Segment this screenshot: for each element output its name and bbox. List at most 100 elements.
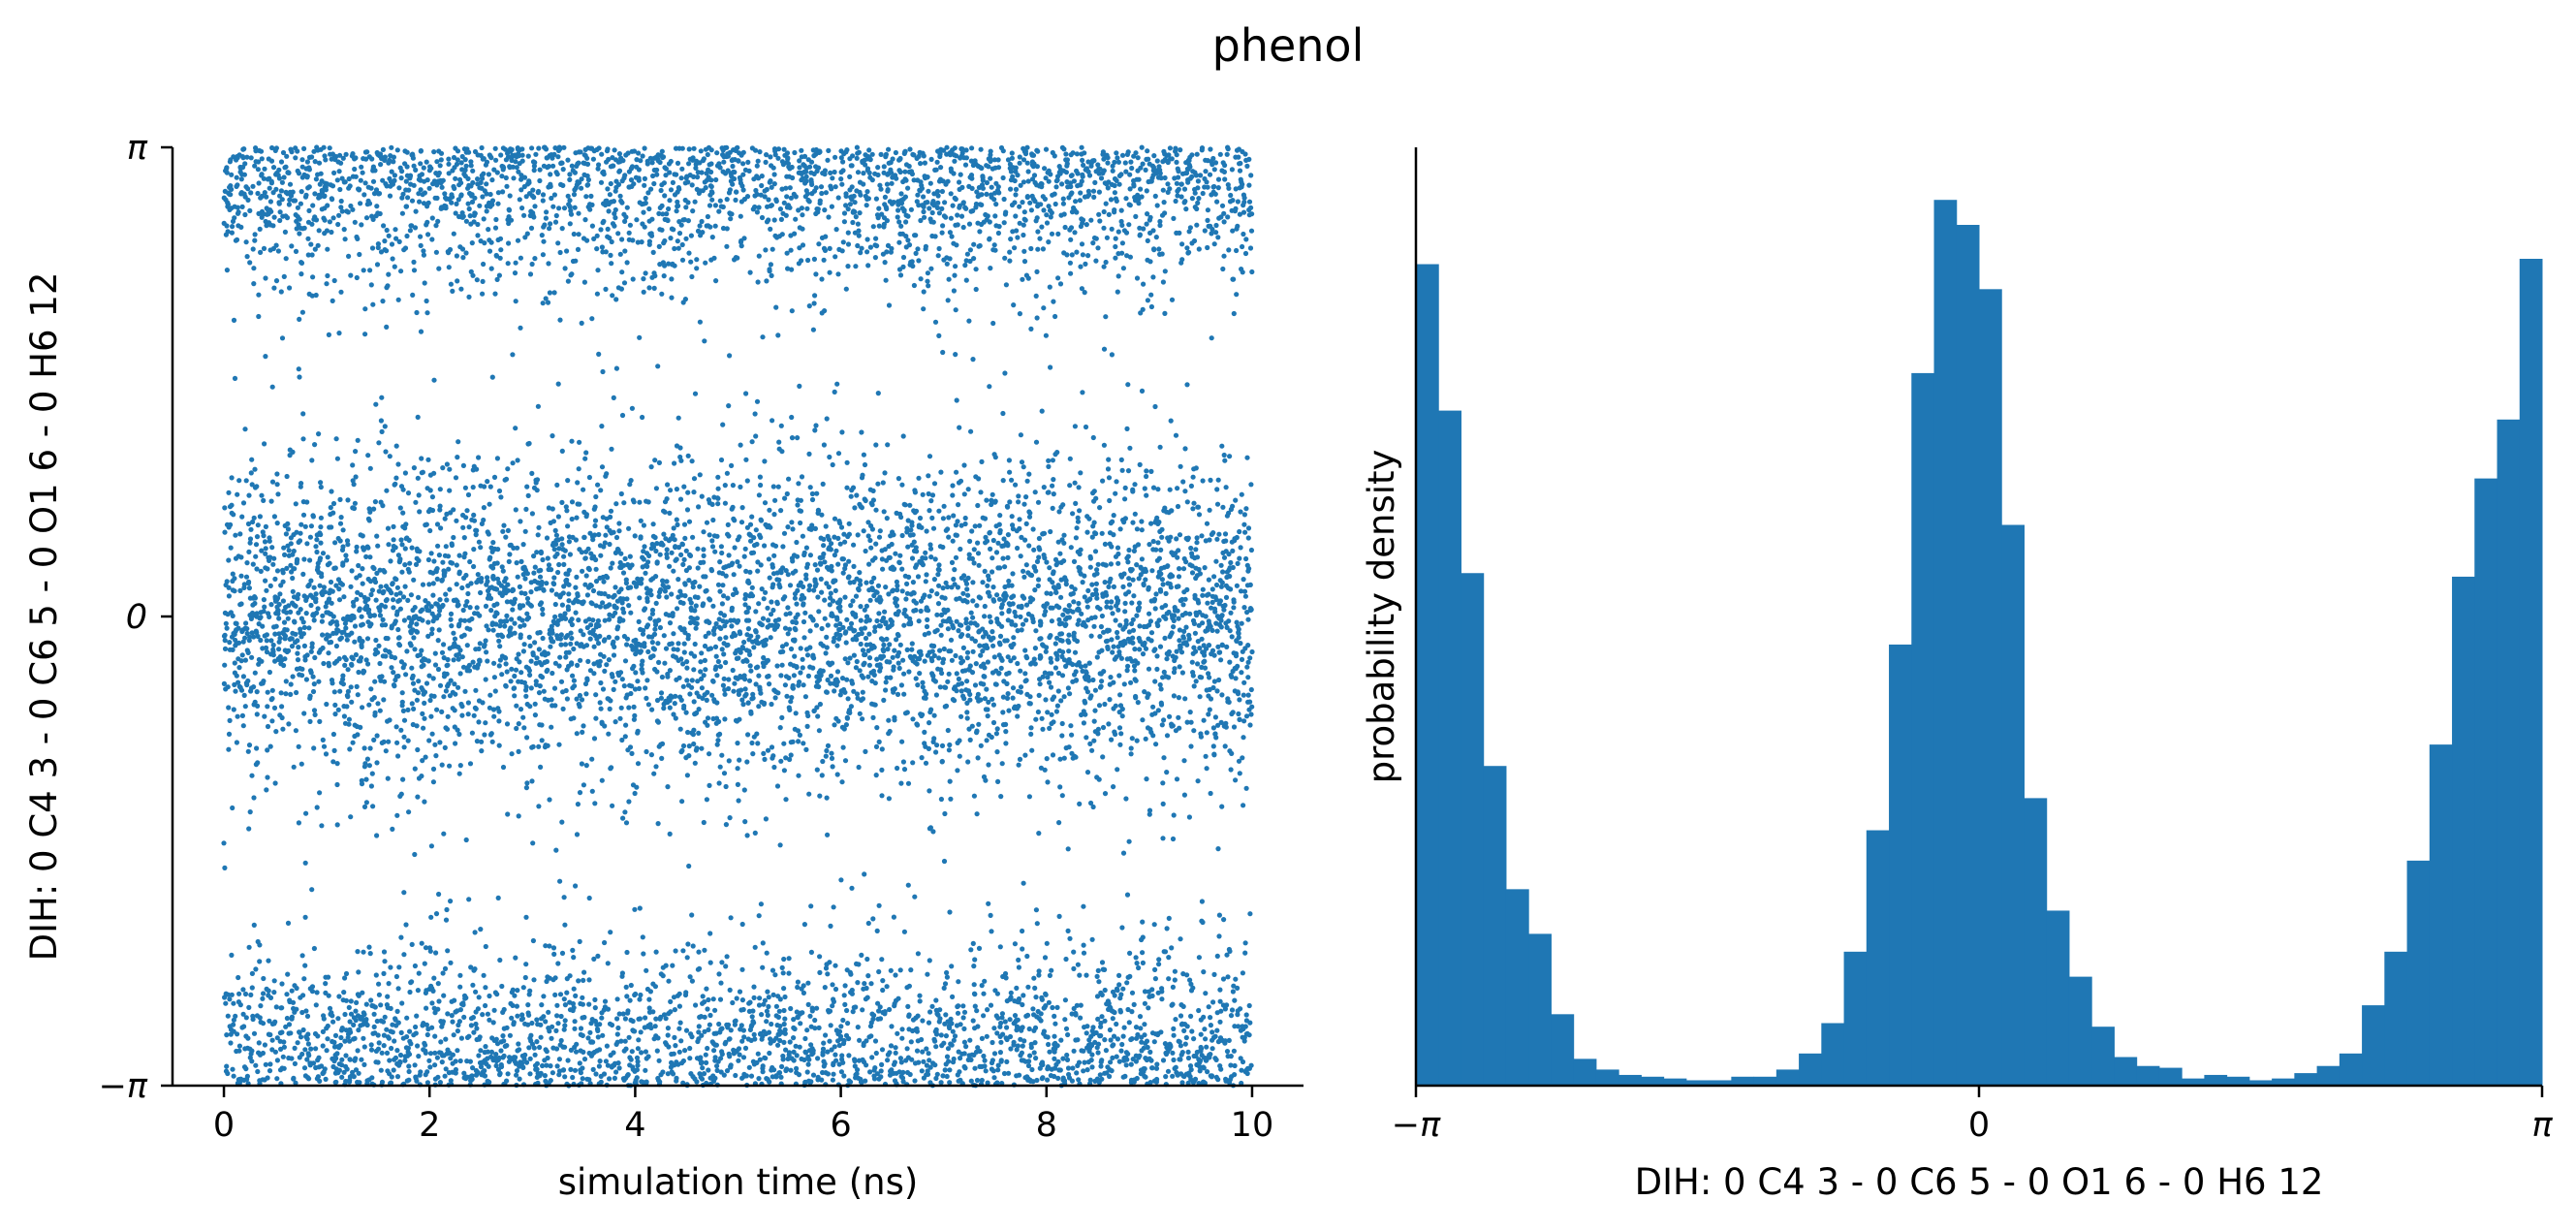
scatter-point bbox=[403, 178, 409, 184]
scatter-point bbox=[224, 1063, 230, 1069]
scatter-point bbox=[534, 1039, 540, 1045]
scatter-point bbox=[467, 761, 474, 767]
scatter-point bbox=[643, 195, 648, 202]
scatter-point bbox=[679, 747, 685, 754]
scatter-point bbox=[524, 595, 531, 602]
scatter-point bbox=[420, 617, 425, 623]
scatter-point bbox=[622, 248, 628, 254]
scatter-point bbox=[434, 182, 440, 188]
scatter-point bbox=[307, 718, 313, 725]
scatter-point bbox=[414, 309, 420, 316]
scatter-point bbox=[382, 424, 388, 429]
scatter-point bbox=[342, 179, 348, 185]
scatter-point bbox=[403, 204, 410, 209]
scatter-point bbox=[713, 1042, 720, 1048]
scatter-point bbox=[418, 234, 424, 239]
scatter-point bbox=[688, 600, 694, 606]
scatter-point bbox=[573, 1049, 580, 1055]
scatter-point bbox=[598, 553, 604, 558]
scatter-point bbox=[288, 193, 295, 199]
scatter-point bbox=[381, 970, 387, 977]
scatter-point bbox=[434, 159, 440, 165]
scatter-point bbox=[449, 200, 455, 205]
scatter-point bbox=[352, 166, 358, 173]
scatter-point bbox=[604, 524, 610, 530]
scatter-point bbox=[576, 978, 581, 984]
scatter-point bbox=[636, 150, 642, 156]
scatter-point bbox=[674, 1075, 679, 1081]
scatter-point bbox=[568, 1047, 575, 1053]
scatter-point bbox=[379, 395, 385, 400]
scatter-point bbox=[261, 991, 267, 996]
scatter-point bbox=[361, 192, 367, 198]
scatter-point bbox=[394, 584, 400, 590]
scatter-point bbox=[267, 614, 272, 620]
scatter-point bbox=[553, 591, 559, 597]
scatter-point bbox=[499, 592, 505, 599]
scatter-point bbox=[514, 560, 519, 566]
scatter-point bbox=[339, 1026, 345, 1031]
scatter-point bbox=[295, 595, 300, 602]
scatter-point bbox=[242, 704, 248, 710]
scatter-point bbox=[533, 151, 539, 157]
scatter-point bbox=[582, 217, 588, 223]
scatter-point bbox=[306, 1053, 312, 1058]
scatter-point bbox=[368, 1042, 374, 1048]
scatter-point bbox=[229, 230, 235, 236]
scatter-point bbox=[322, 153, 328, 159]
scatter-point bbox=[330, 510, 336, 516]
scatter-point bbox=[361, 949, 366, 955]
scatter-point bbox=[475, 1006, 481, 1012]
scatter-point bbox=[418, 147, 424, 154]
scatter-point bbox=[333, 436, 339, 442]
scatter-point bbox=[656, 1058, 662, 1063]
scatter-point bbox=[479, 576, 485, 582]
scatter-point bbox=[384, 488, 390, 493]
scatter-point bbox=[296, 645, 301, 650]
scatter-point bbox=[504, 599, 511, 605]
scatter-point bbox=[436, 627, 442, 633]
scatter-point bbox=[626, 603, 632, 609]
scatter-point bbox=[692, 391, 699, 396]
scatter-point bbox=[566, 567, 572, 574]
scatter-point bbox=[721, 159, 727, 165]
scatter-point bbox=[435, 218, 441, 224]
scatter-point bbox=[717, 165, 723, 171]
scatter-point bbox=[380, 1019, 387, 1025]
scatter-point bbox=[492, 145, 498, 151]
scatter-point bbox=[494, 276, 500, 282]
scatter-point bbox=[390, 581, 395, 586]
scatter-point bbox=[565, 607, 572, 613]
scatter-point bbox=[453, 1058, 458, 1064]
scatter-point bbox=[692, 653, 698, 659]
scatter-point bbox=[402, 546, 408, 552]
scatter-point bbox=[564, 696, 571, 702]
scatter-point bbox=[700, 1065, 706, 1071]
scatter-point bbox=[566, 598, 572, 604]
scatter-point bbox=[671, 525, 676, 531]
scatter-point bbox=[415, 414, 421, 420]
scatter-point bbox=[666, 261, 672, 267]
scatter-point bbox=[485, 1049, 490, 1055]
scatter-point bbox=[450, 194, 456, 200]
scatter-point bbox=[438, 157, 444, 163]
scatter-point bbox=[488, 155, 494, 161]
scatter-point bbox=[419, 940, 424, 946]
scatter-point bbox=[222, 505, 228, 511]
scatter-point bbox=[233, 688, 238, 694]
scatter-point bbox=[559, 819, 565, 825]
scatter-point bbox=[512, 620, 518, 626]
scatter-point bbox=[694, 710, 700, 716]
scatter-point bbox=[444, 671, 450, 677]
scatter-point bbox=[231, 317, 237, 323]
scatter-point bbox=[674, 208, 679, 214]
scatter-point bbox=[476, 1053, 482, 1058]
scatter-point bbox=[484, 623, 489, 629]
scatter-point bbox=[609, 1022, 615, 1028]
scatter-point bbox=[284, 1015, 290, 1022]
scatter-point bbox=[424, 159, 429, 165]
scatter-point bbox=[236, 625, 241, 631]
scatter-point bbox=[697, 965, 703, 971]
scatter-point bbox=[495, 201, 501, 206]
scatter-point bbox=[664, 579, 670, 584]
